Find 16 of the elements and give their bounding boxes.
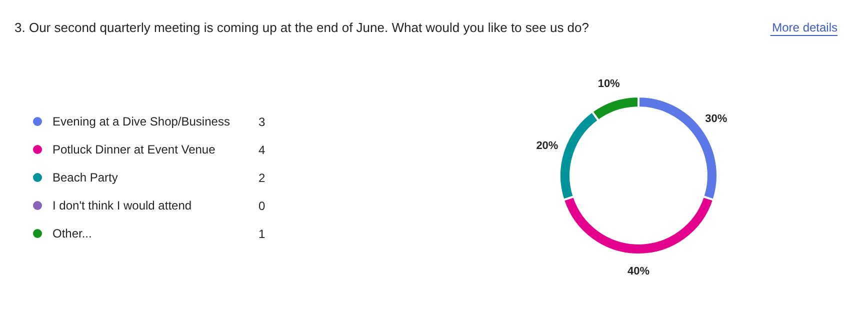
- data-label: 10%: [598, 78, 620, 90]
- legend-label: I don't think I would attend: [52, 198, 192, 212]
- legend-label: Beach Party: [52, 170, 118, 184]
- text: 0: [258, 199, 266, 213]
- legend-label: Potluck Dinner at Event Venue: [52, 142, 216, 156]
- legend-label: Other...: [52, 226, 92, 240]
- text: 3: [258, 115, 266, 129]
- data-label: 30%: [705, 113, 728, 126]
- legend-label: Evening at a Dive Shop/Business: [52, 114, 230, 128]
- text: 1: [258, 227, 266, 241]
- data-label: 40%: [627, 266, 650, 278]
- text: 4: [258, 143, 266, 157]
- text: More details: [772, 20, 838, 34]
- chart-title: 3. Our second quarterly meeting is coming up at the end of June. What would you like to see us do?: [14, 20, 589, 35]
- text: 2: [258, 171, 266, 185]
- data-label: 20%: [536, 140, 558, 152]
